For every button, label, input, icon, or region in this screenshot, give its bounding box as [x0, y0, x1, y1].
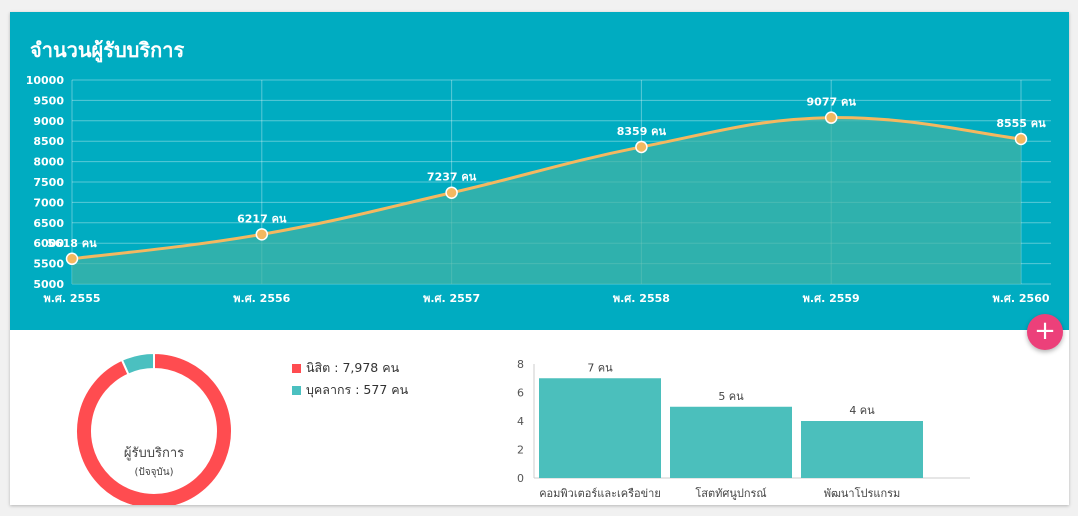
series-area — [72, 117, 1021, 285]
legend-item: นิสิต : 7,978 คน — [292, 357, 408, 379]
data-point — [635, 140, 648, 154]
x-tick-label: พ.ศ. 2558 — [613, 292, 670, 305]
data-label: 9077 คน — [807, 96, 857, 109]
bar — [670, 406, 792, 478]
data-point — [65, 252, 79, 266]
legend-label: บุคลากร : 577 คน — [306, 382, 409, 397]
data-label: 7237 คน — [427, 171, 477, 184]
y-tick-label: 6000 — [33, 237, 64, 250]
pie-slice — [120, 351, 155, 376]
add-button[interactable]: + — [1027, 314, 1063, 350]
x-tick-label: โสตทัศนูปกรณ์ — [695, 486, 766, 500]
data-label: 8555 คน — [996, 117, 1046, 130]
data-point — [824, 111, 838, 124]
y-tick-label: 8000 — [33, 156, 64, 169]
y-tick-label: 7000 — [33, 196, 64, 209]
y-tick-label: 0 — [517, 472, 524, 485]
y-tick-label: 6500 — [33, 217, 64, 230]
donut-center-sub: (ปัจจุบัน) — [134, 467, 173, 478]
data-label: 8359 คน — [617, 125, 667, 138]
y-tick-label: 4 — [517, 415, 524, 428]
donut-center-label: ผู้รับบริการ — [124, 446, 184, 461]
bar-data-label: 4 คน — [849, 404, 875, 417]
x-tick-label: พ.ศ. 2560 — [992, 292, 1049, 305]
legend-item: บุคลากร : 577 คน — [292, 379, 408, 401]
y-tick-label: 5500 — [33, 258, 64, 271]
legend-swatch — [292, 385, 301, 395]
legend-label: นิสิต : 7,978 คน — [306, 360, 400, 375]
bar — [801, 421, 923, 478]
y-tick-label: 7500 — [33, 176, 64, 189]
y-tick-label: 10000 — [26, 74, 65, 87]
y-tick-label: 8500 — [33, 135, 64, 148]
donut-chart: ผู้รับบริการ (ปัจจุบัน) — [75, 351, 233, 505]
donut-legend: นิสิต : 7,978 คนบุคลากร : 577 คน — [292, 357, 408, 401]
page-title: จำนวนผู้รับบริการ — [30, 38, 185, 62]
dashboard-card: จำนวนผู้รับบริการ 5000 5500 6000 6500 7000 75… — [10, 12, 1069, 505]
data-point — [1014, 132, 1028, 146]
chart-header: จำนวนผู้รับบริการ 5000 5500 6000 6500 7000 75… — [10, 12, 1069, 330]
data-point — [445, 186, 458, 199]
y-tick-label: 6 — [517, 387, 524, 400]
x-tick-label: พ.ศ. 2559 — [803, 292, 860, 305]
x-tick-label: พ.ศ. 2555 — [43, 292, 100, 305]
y-tick-label: 8 — [517, 358, 524, 371]
x-tick-label: คอมพิวเตอร์และเครือข่าย — [539, 487, 661, 500]
x-tick-label: พ.ศ. 2557 — [423, 292, 480, 305]
legend-swatch — [292, 363, 301, 373]
data-label: 6217 คน — [237, 212, 287, 225]
line-chart: 5000 5500 6000 6500 7000 7500 8000 8500 9000 9500… — [26, 74, 1051, 305]
y-tick-label: 5000 — [33, 278, 64, 291]
y-tick-label: 9000 — [33, 115, 64, 128]
bar-data-label: 5 คน — [718, 390, 744, 403]
bar-data-label: 7 คน — [587, 361, 613, 374]
x-tick-label: พัฒนาโปรแกรม — [824, 486, 901, 500]
x-tick-label: พ.ศ. 2556 — [233, 292, 290, 305]
data-label: 5618 คน — [47, 237, 97, 250]
pie-slice — [75, 351, 233, 505]
y-tick-label: 2 — [517, 444, 524, 457]
bar — [539, 378, 661, 478]
data-point — [255, 228, 269, 241]
series-line — [71, 116, 1022, 261]
y-tick-label: 9500 — [33, 94, 64, 107]
